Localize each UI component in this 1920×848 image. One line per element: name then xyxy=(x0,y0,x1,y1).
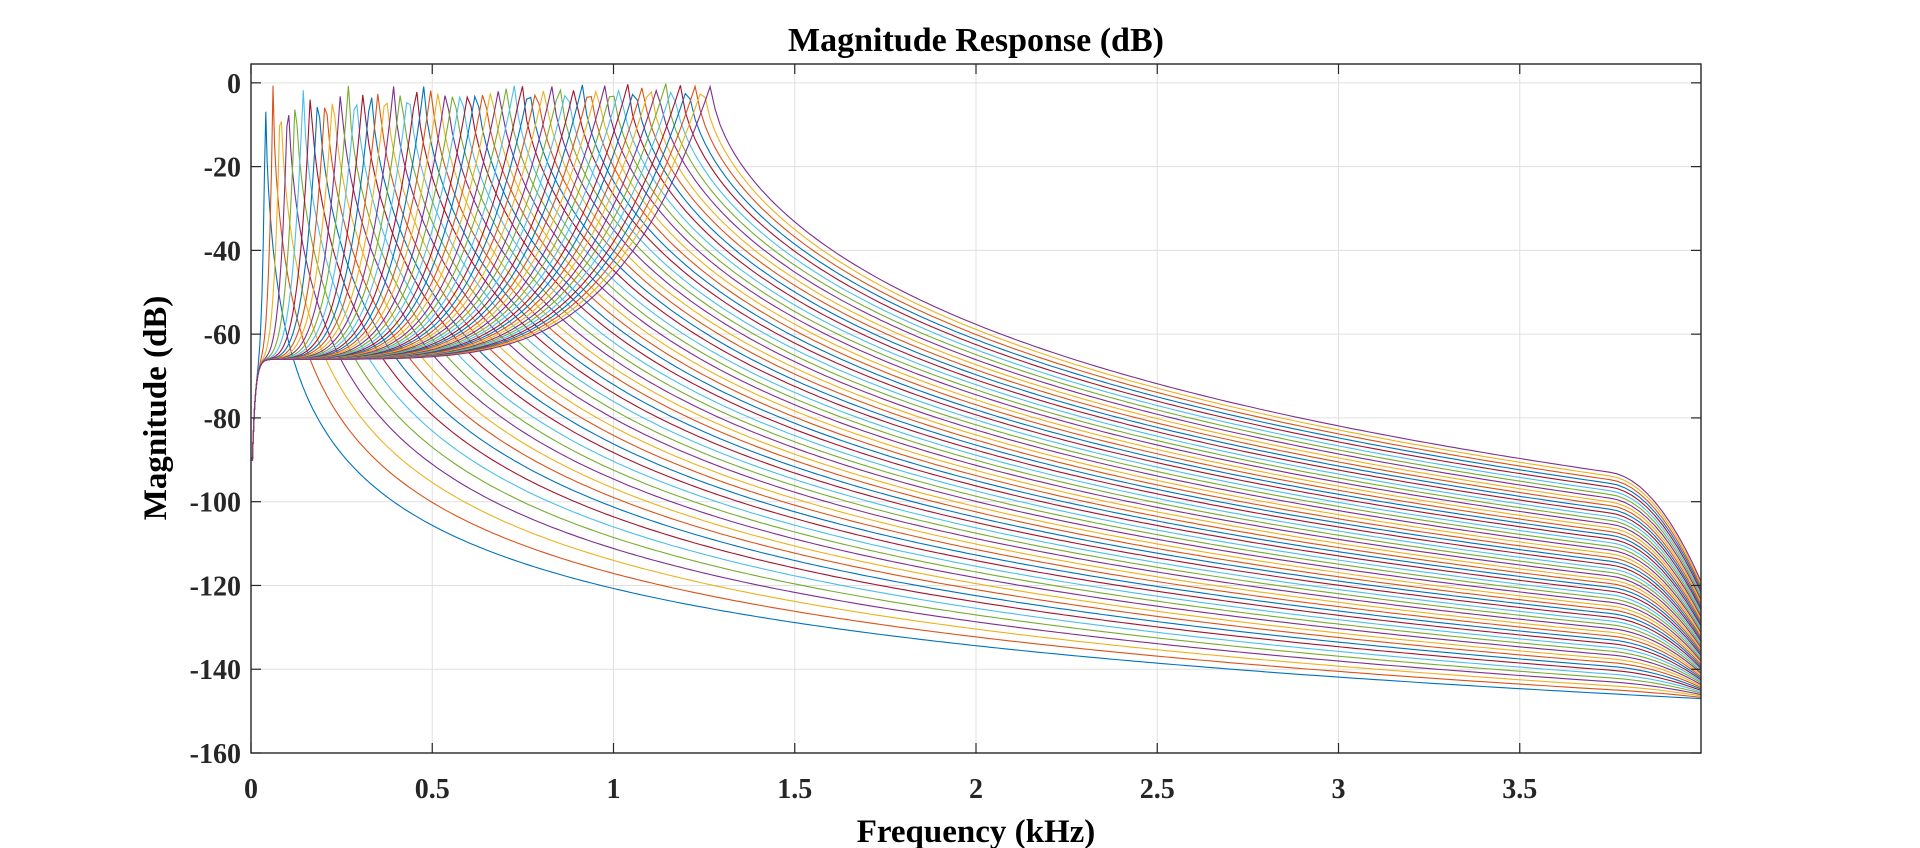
x-tick-label: 2.5 xyxy=(1140,774,1175,805)
y-tick-label: -100 xyxy=(190,488,241,519)
x-tick-label: 1 xyxy=(607,774,621,805)
series-lines xyxy=(251,83,1702,700)
series-line xyxy=(251,95,1702,673)
y-tick-label: -120 xyxy=(190,571,241,602)
chart-title: Magnitude Response (dB) xyxy=(788,22,1164,59)
series-line xyxy=(251,85,1702,698)
series-line xyxy=(251,101,1702,671)
y-tick-label: -80 xyxy=(204,404,241,435)
series-line xyxy=(251,90,1702,665)
series-line xyxy=(251,102,1702,676)
y-tick-label: -40 xyxy=(204,236,241,267)
series-line xyxy=(251,86,1702,667)
series-line xyxy=(251,99,1702,691)
x-tick-label: 0.5 xyxy=(415,774,450,805)
series-line xyxy=(251,107,1702,689)
series-line xyxy=(251,94,1702,681)
series-line xyxy=(251,95,1702,662)
y-axis-label: Magnitude (dB) xyxy=(138,296,174,521)
series-line xyxy=(251,84,1702,582)
series-line xyxy=(251,121,1702,697)
x-axis-label: Frequency (kHz) xyxy=(857,814,1096,848)
axis-ticks: 0 0.5 1 1.5 2 2.5 3 3.5 0 -20 -40 -60 -80 -100 -120 -14… xyxy=(190,64,1701,805)
y-tick-label: -160 xyxy=(190,739,241,770)
x-tick-label: 3 xyxy=(1332,774,1346,805)
series-line xyxy=(251,90,1702,693)
series-line xyxy=(251,111,1702,700)
x-tick-label: 2 xyxy=(969,774,983,805)
series-line xyxy=(251,85,1702,684)
series-line xyxy=(251,97,1702,679)
y-tick-label: 0 xyxy=(227,69,241,100)
series-line xyxy=(251,109,1702,694)
series-line xyxy=(251,86,1702,674)
x-tick-label: 1.5 xyxy=(777,774,812,805)
series-line xyxy=(251,106,1702,690)
y-tick-label: -140 xyxy=(190,655,241,686)
x-tick-label: 0 xyxy=(244,774,258,805)
series-line xyxy=(251,96,1702,686)
series-line xyxy=(251,103,1702,687)
series-line xyxy=(251,91,1702,669)
y-tick-label: -60 xyxy=(204,320,241,351)
series-line xyxy=(251,93,1702,678)
x-tick-label: 3.5 xyxy=(1502,774,1537,805)
series-line xyxy=(251,103,1702,682)
series-line xyxy=(251,93,1702,664)
y-tick-label: -20 xyxy=(204,153,241,184)
